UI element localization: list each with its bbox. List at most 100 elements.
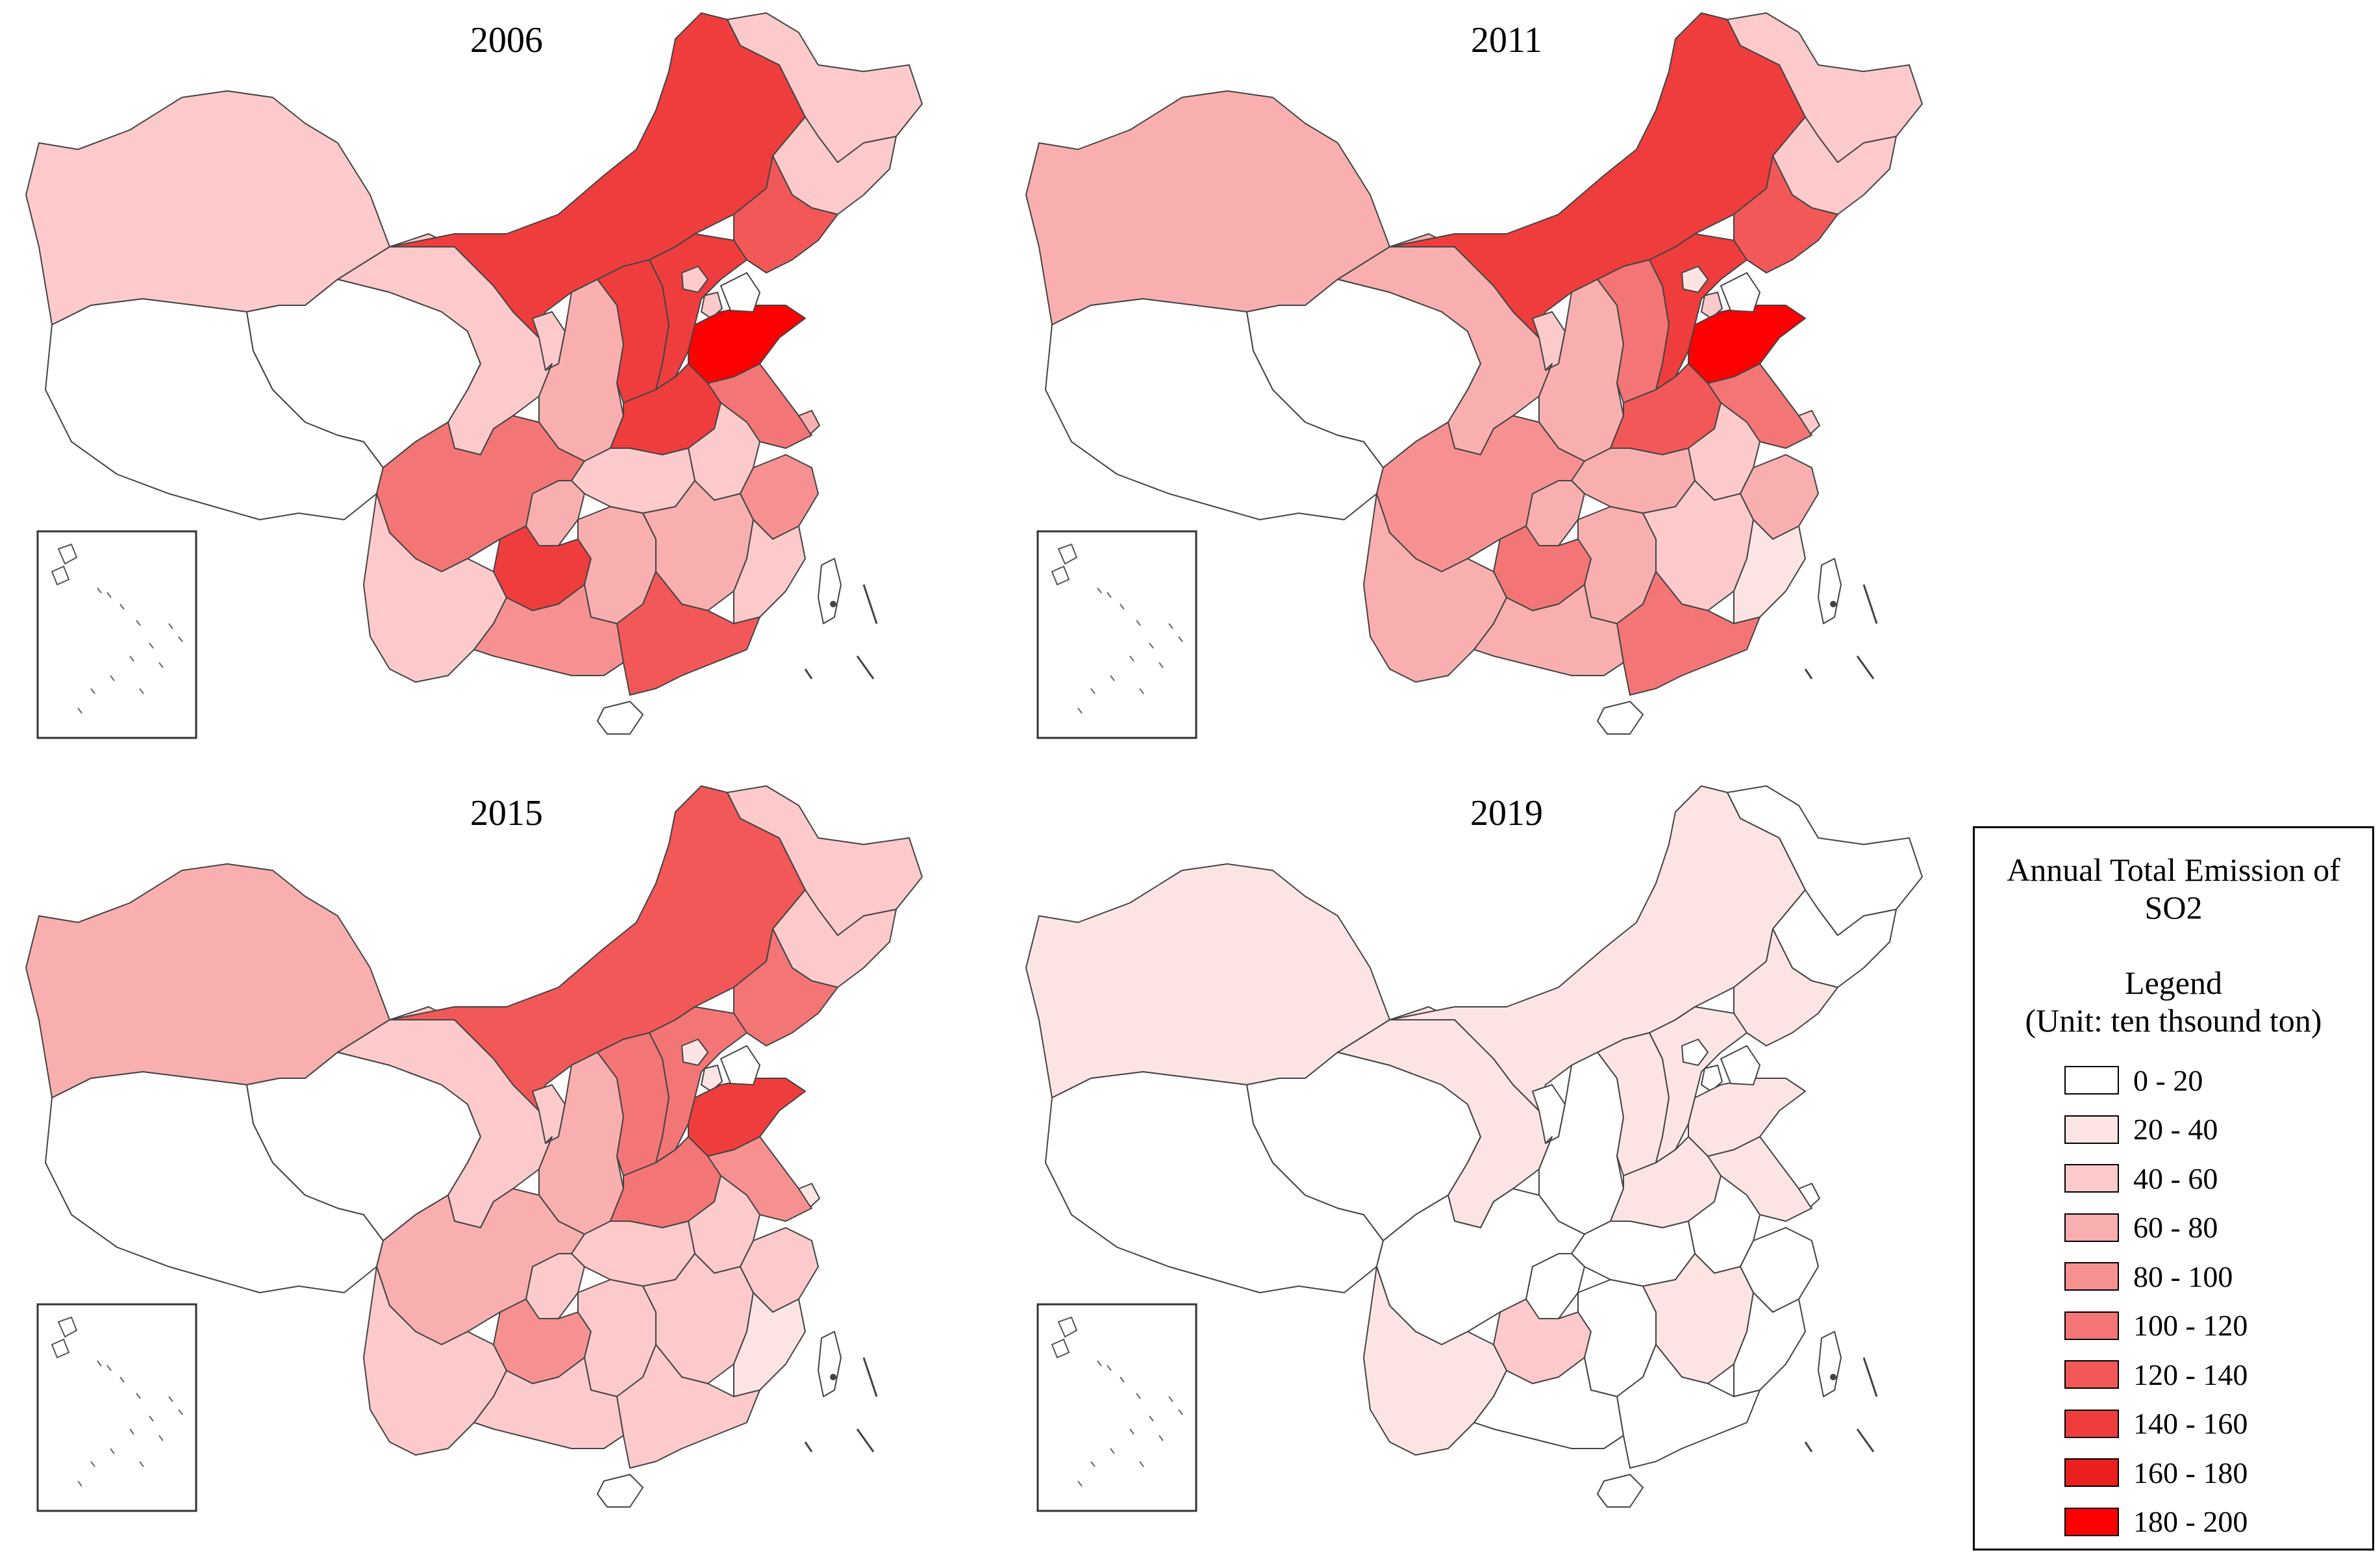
province-liaoning — [1733, 155, 1838, 273]
province-liaoning — [733, 155, 838, 273]
inset-island — [1057, 543, 1078, 565]
province-guangdong — [616, 571, 760, 696]
province-taiwan — [1818, 558, 1842, 624]
inset-dash-9 — [1077, 1480, 1083, 1487]
province-hubei — [1571, 448, 1696, 514]
legend-class-0: 0 - 20 — [2064, 1064, 2203, 1097]
inset-dash-1 — [1107, 1365, 1112, 1371]
inset-dash-0 — [1097, 587, 1102, 594]
legend-swatch — [2064, 1409, 2119, 1438]
inset-dash-3 — [136, 620, 141, 626]
legend-range-label: 140 - 160 — [2133, 1407, 2248, 1440]
coast-mark-1 — [1856, 655, 1875, 679]
inset-island — [57, 543, 78, 565]
inset-dash-6 — [129, 655, 134, 662]
inset-dash-0 — [97, 1360, 102, 1367]
south-china-sea-inset — [1036, 530, 1197, 739]
map-panel-2011: 2011 — [1025, 12, 1923, 739]
legend-title-line2: SO2 — [2144, 889, 2203, 926]
province-hubei — [1571, 1221, 1696, 1287]
inset-dash-6 — [1129, 655, 1134, 662]
inset-dash-8 — [90, 688, 95, 694]
inset-dash-9 — [77, 1480, 82, 1487]
inset-dash-11 — [178, 636, 183, 642]
coast-mark-0 — [1862, 584, 1878, 624]
coast-mark-0 — [862, 1357, 878, 1397]
inset-dash-2 — [119, 1376, 125, 1383]
inset-hainan — [51, 1338, 70, 1359]
legend-title-line1: Annual Total Emission of — [2007, 852, 2340, 888]
legend-unit: (Unit: ten thsound ton) — [2025, 1002, 2322, 1039]
inset-dash-11 — [1178, 1409, 1183, 1415]
province-layer — [1025, 12, 1923, 735]
bohai-sea — [1720, 272, 1761, 313]
legend-class-4: 80 - 100 — [2064, 1260, 2233, 1293]
province-hainan — [1597, 701, 1644, 735]
province-fujian — [733, 519, 806, 624]
panel-title: 2011 — [1471, 20, 1542, 60]
province-shaanxi — [1538, 279, 1624, 462]
province-hainan — [1597, 1474, 1644, 1508]
province-hubei — [571, 1221, 695, 1287]
island-dot — [1830, 601, 1836, 607]
legend-range-label: 20 - 40 — [2133, 1113, 2218, 1146]
inset-dash-2 — [119, 603, 125, 610]
province-beijing — [1681, 266, 1709, 293]
legend-swatch — [2064, 1507, 2119, 1536]
legend-class-7: 140 - 160 — [2064, 1407, 2248, 1440]
inset-dash-7 — [110, 1448, 115, 1454]
inset-frame — [1036, 1303, 1197, 1512]
coast-mark-1 — [856, 655, 875, 679]
inset-dash-8 — [1090, 1461, 1096, 1467]
inset-dash-5 — [158, 662, 164, 668]
coast-mark-0 — [1862, 1357, 1878, 1397]
inset-dash-10 — [168, 623, 173, 629]
province-taiwan — [818, 558, 842, 624]
south-china-sea-inset — [1036, 1303, 1197, 1512]
province-hainan — [597, 701, 644, 735]
inset-frame — [1036, 530, 1197, 739]
province-shanghai — [798, 410, 820, 435]
legend: Annual Total Emission of SO2 Legend (Uni… — [1973, 826, 2374, 1551]
province-shaanxi — [538, 279, 624, 462]
province-shaanxi — [538, 1052, 624, 1235]
province-shaanxi — [1538, 1052, 1624, 1235]
legend-class-3: 60 - 80 — [2064, 1211, 2218, 1244]
island-dot — [1830, 1374, 1836, 1380]
inset-dash-4 — [1149, 642, 1154, 649]
province-liaoning — [1733, 928, 1838, 1046]
province-taiwan — [818, 1331, 842, 1397]
inset-dash-5 — [1159, 662, 1164, 668]
inset-dash-0 — [97, 587, 102, 594]
inset-dash-8 — [90, 1461, 95, 1467]
inset-dash-3 — [136, 1393, 141, 1399]
legend-class-6: 120 - 140 — [2064, 1358, 2248, 1391]
legend-swatch — [2064, 1458, 2119, 1487]
legend-class-9: 180 - 200 — [2064, 1505, 2248, 1538]
south-china-sea-inset — [36, 530, 197, 739]
inset-dash-2 — [1120, 603, 1125, 610]
island-dot — [830, 1374, 836, 1380]
map-panel-2015: 2015 — [25, 785, 923, 1512]
inset-dash-0 — [1097, 1360, 1102, 1367]
legend-range-label: 160 - 180 — [2133, 1456, 2248, 1489]
bohai-sea — [1720, 1044, 1761, 1086]
inset-dash-12 — [1139, 688, 1144, 694]
panel-title: 2015 — [470, 793, 543, 833]
legend-swatch — [2064, 1311, 2119, 1340]
legend-swatch — [2064, 1262, 2119, 1291]
inset-frame — [36, 1303, 197, 1512]
legend-range-label: 100 - 120 — [2133, 1309, 2248, 1342]
inset-dash-12 — [1139, 1461, 1144, 1467]
province-fujian — [1733, 519, 1806, 624]
inset-dash-10 — [1168, 623, 1173, 629]
inset-island — [57, 1316, 78, 1338]
inset-dash-6 — [129, 1428, 134, 1435]
inset-dash-3 — [1136, 620, 1141, 626]
legend-swatch — [2064, 1360, 2119, 1389]
province-guangxi — [1473, 584, 1624, 676]
inset-dash-1 — [1107, 592, 1112, 598]
legend-class-8: 160 - 180 — [2064, 1456, 2248, 1489]
inset-dash-10 — [1168, 1396, 1173, 1402]
